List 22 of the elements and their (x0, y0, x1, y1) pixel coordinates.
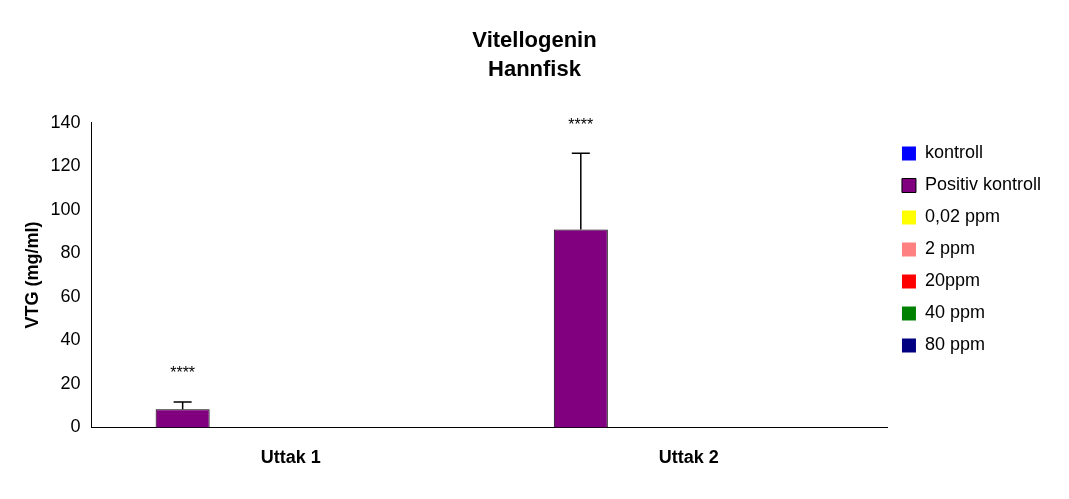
y-tick-label: 0 (70, 416, 81, 437)
annotation: **** (568, 115, 594, 133)
x-tick-label: Uttak 2 (658, 447, 719, 468)
legend-label: 20ppm (924, 270, 980, 291)
y-tick-label: 120 (50, 155, 81, 176)
legend-label: 2 ppm (924, 238, 975, 259)
legend-label: 0,02 ppm (924, 206, 1001, 227)
y-axis-title: VTG (mg/ml) (21, 221, 42, 329)
y-tick-label: 60 (60, 285, 81, 306)
x-tick-label: Uttak 1 (260, 447, 321, 468)
y-tick-label: 100 (50, 198, 81, 219)
chart-title: Vitellogenin (472, 27, 597, 53)
legend-label: kontroll (924, 142, 983, 163)
legend-label: 40 ppm (924, 302, 985, 323)
y-tick-label: 140 (50, 111, 81, 132)
annotation: **** (170, 364, 196, 382)
y-tick-label: 20 (60, 372, 81, 393)
legend-label: 80 ppm (924, 334, 985, 355)
y-tick-label: 40 (60, 329, 81, 350)
chart-subtitle: Hannfisk (488, 55, 582, 81)
y-tick-label: 80 (60, 242, 81, 263)
legend-label: Positiv kontroll (924, 174, 1041, 195)
